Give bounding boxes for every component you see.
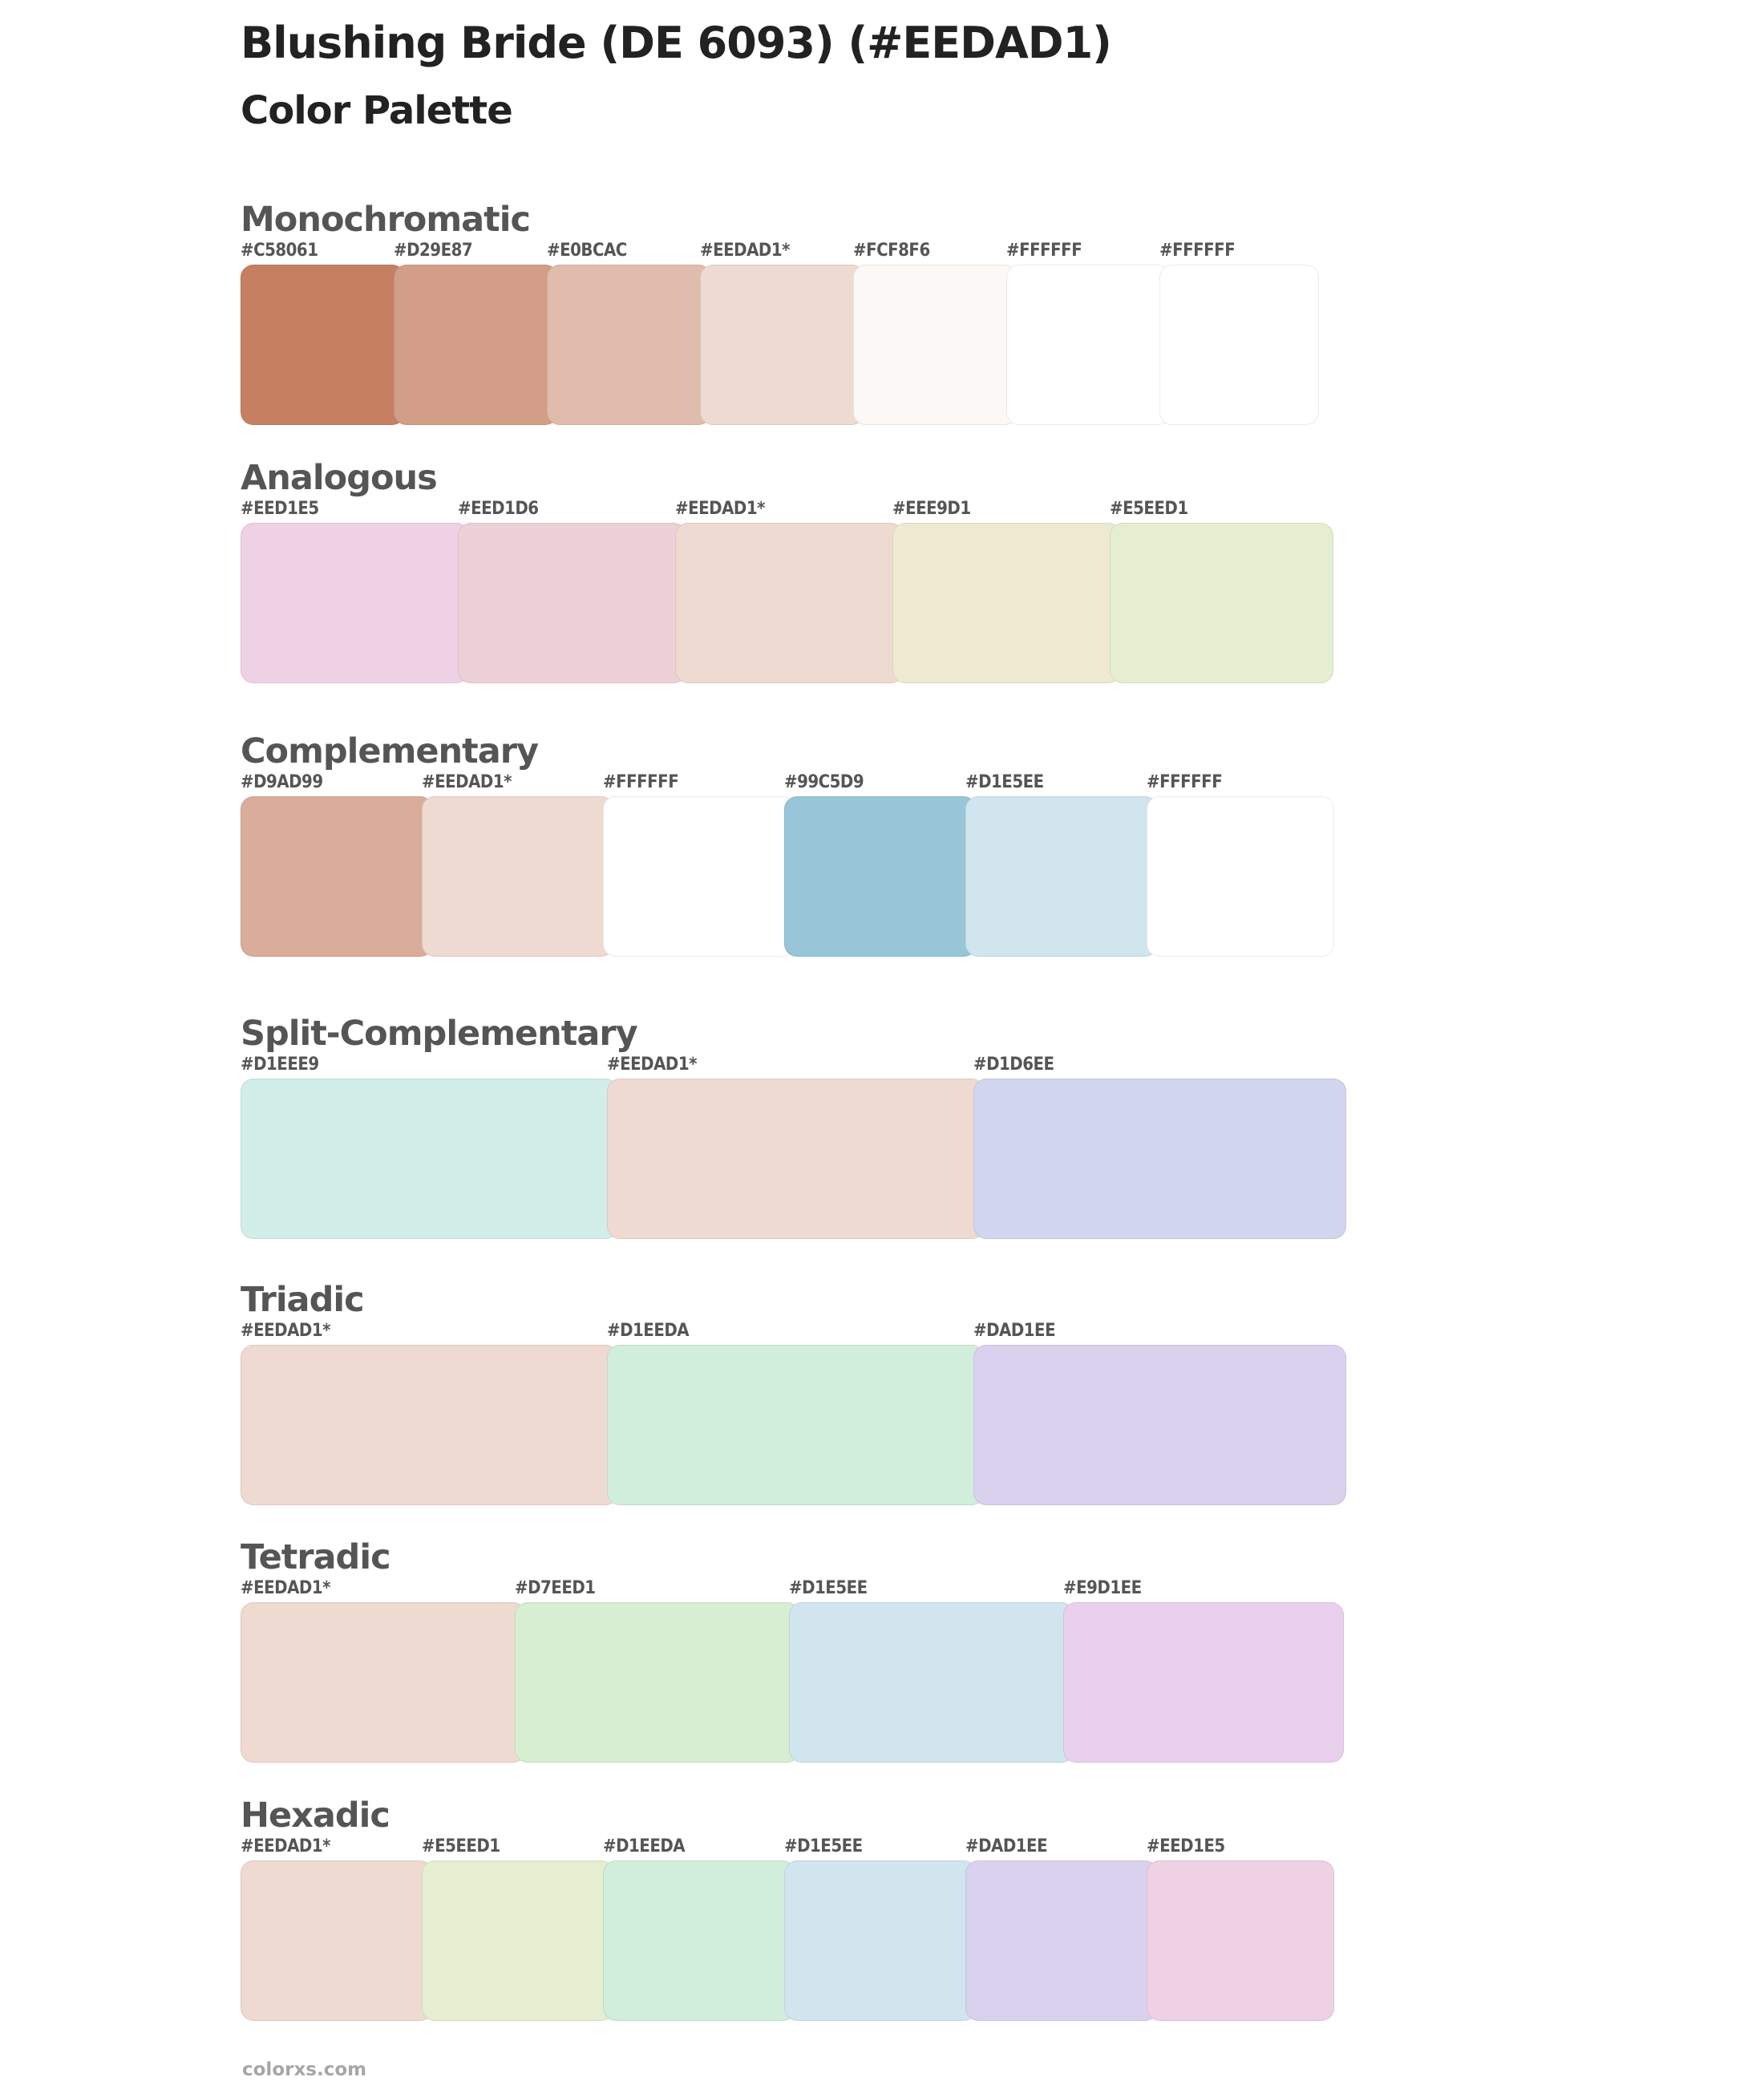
swatch-hex-label[interactable]: #EEE9D1 xyxy=(892,499,971,519)
swatch-hex-label[interactable]: #D1EEDA xyxy=(607,1321,690,1341)
section-heading: Analogous xyxy=(241,458,438,498)
color-swatch[interactable] xyxy=(973,1079,1346,1239)
swatch-row xyxy=(241,523,1333,683)
color-swatch[interactable] xyxy=(892,523,1121,683)
palette-section-hexadic: Hexadic #EEDAD1* #E5EED1 #D1EEDA #D1E5EE #DAD… xyxy=(241,1795,1334,2021)
color-swatch[interactable] xyxy=(700,265,864,425)
color-swatch[interactable] xyxy=(547,265,711,425)
swatch-labels: #EEDAD1* #D7EED1 #D1E5EE #E9D1EE xyxy=(241,1578,1142,1601)
swatch-labels: #EED1E5 #EED1D6 #EEDAD1* #EEE9D1 #E5EED1 xyxy=(241,499,1188,521)
swatch-hex-label[interactable]: #FCF8F6 xyxy=(853,241,930,261)
palette-section-split-complementary: Split-Complementary #D1EEE9 #EEDAD1* #D1D6E… xyxy=(241,1013,1346,1239)
palette-section-analogous: Analogous #EED1E5 #EED1D6 #EEDAD1* #EEE9D1 #E… xyxy=(241,457,1333,683)
swatch-hex-label[interactable]: #EED1E5 xyxy=(1147,1836,1225,1856)
color-swatch[interactable] xyxy=(422,1860,614,2021)
swatch-hex-label[interactable]: #D1EEDA xyxy=(603,1836,686,1856)
footer-site-link[interactable]: colorxs.com xyxy=(242,2059,367,2080)
color-swatch[interactable] xyxy=(607,1345,985,1505)
color-swatch[interactable] xyxy=(241,1602,526,1763)
color-swatch[interactable] xyxy=(965,796,1158,957)
swatch-hex-label[interactable]: #E5EED1 xyxy=(422,1836,500,1856)
palette-section-triadic: Triadic #EEDAD1* #D1EEDA #DAD1EE xyxy=(241,1279,1346,1505)
color-swatch[interactable] xyxy=(422,796,614,957)
swatch-hex-label[interactable]: #D7EED1 xyxy=(515,1578,596,1598)
page-title: Blushing Bride (DE 6093) (#EEDAD1) xyxy=(241,18,1112,68)
swatch-hex-label[interactable]: #D29E87 xyxy=(394,241,473,261)
swatch-row xyxy=(241,265,1319,425)
section-heading: Triadic xyxy=(241,1280,365,1320)
color-swatch[interactable] xyxy=(784,796,977,957)
color-swatch[interactable] xyxy=(784,1860,977,2021)
color-swatch[interactable] xyxy=(1110,523,1333,683)
swatch-labels: #D9AD99 #EEDAD1* #FFFFFF #99C5D9 #D1E5EE #FFF… xyxy=(241,772,1223,795)
color-swatch[interactable] xyxy=(241,1860,433,2021)
color-swatch[interactable] xyxy=(458,523,686,683)
color-swatch[interactable] xyxy=(394,265,558,425)
color-swatch[interactable] xyxy=(1147,796,1334,957)
color-swatch[interactable] xyxy=(789,1602,1074,1763)
color-swatch[interactable] xyxy=(1063,1602,1344,1763)
swatch-hex-label[interactable]: #D1E5EE xyxy=(789,1578,868,1598)
swatch-hex-label[interactable]: #FFFFFF xyxy=(603,772,679,792)
swatch-hex-label[interactable]: #99C5D9 xyxy=(784,772,864,792)
swatch-hex-label[interactable]: #EEDAD1* xyxy=(675,499,765,519)
swatch-row xyxy=(241,1860,1334,2021)
swatch-hex-label[interactable]: #EEDAD1* xyxy=(607,1055,697,1075)
swatch-hex-label[interactable]: #FFFFFF xyxy=(1006,241,1082,261)
color-swatch[interactable] xyxy=(853,265,1018,425)
swatch-hex-label[interactable]: #EEDAD1* xyxy=(422,772,512,792)
swatch-labels: #D1EEE9 #EEDAD1* #D1D6EE xyxy=(241,1055,1054,1077)
color-swatch[interactable] xyxy=(1147,1860,1334,2021)
swatch-hex-label[interactable]: #EEDAD1* xyxy=(700,241,790,261)
palette-section-monochromatic: Monochromatic #C58061 #D29E87 #E0BCAC #EEDAD… xyxy=(241,199,1319,425)
swatch-hex-label[interactable]: #E5EED1 xyxy=(1110,499,1188,519)
swatch-row xyxy=(241,1602,1344,1763)
swatch-hex-label[interactable]: #FFFFFF xyxy=(1159,241,1236,261)
swatch-hex-label[interactable]: #D9AD99 xyxy=(241,772,323,792)
color-swatch[interactable] xyxy=(603,1860,795,2021)
swatch-labels: #EEDAD1* #E5EED1 #D1EEDA #D1E5EE #DAD1EE #EED… xyxy=(241,1836,1225,1859)
section-heading: Tetradic xyxy=(241,1537,391,1577)
swatch-hex-label[interactable]: #EEDAD1* xyxy=(241,1578,330,1598)
swatch-hex-label[interactable]: #EEDAD1* xyxy=(241,1321,330,1341)
swatch-hex-label[interactable]: #EED1D6 xyxy=(458,499,539,519)
color-swatch[interactable] xyxy=(973,1345,1346,1505)
palette-section-complementary: Complementary #D9AD99 #EEDAD1* #FFFFFF #99C5… xyxy=(241,731,1334,957)
color-swatch[interactable] xyxy=(241,1079,618,1239)
section-heading: Monochromatic xyxy=(241,200,531,240)
section-heading: Hexadic xyxy=(241,1796,390,1836)
swatch-labels: #EEDAD1* #D1EEDA #DAD1EE xyxy=(241,1321,1056,1343)
color-swatch[interactable] xyxy=(241,796,433,957)
swatch-hex-label[interactable]: #D1E5EE xyxy=(965,772,1044,792)
swatch-hex-label[interactable]: #C58061 xyxy=(241,241,318,261)
color-swatch[interactable] xyxy=(1159,265,1319,425)
section-heading: Split-Complementary xyxy=(241,1014,638,1054)
color-swatch[interactable] xyxy=(603,796,795,957)
swatch-hex-label[interactable]: #D1D6EE xyxy=(973,1055,1054,1075)
color-swatch[interactable] xyxy=(241,265,405,425)
color-swatch[interactable] xyxy=(241,523,469,683)
swatch-row xyxy=(241,796,1334,957)
swatch-hex-label[interactable]: #DAD1EE xyxy=(973,1321,1056,1341)
swatch-row xyxy=(241,1079,1346,1239)
color-swatch[interactable] xyxy=(965,1860,1158,2021)
swatch-hex-label[interactable]: #D1E5EE xyxy=(784,1836,863,1856)
page-subtitle: Color Palette xyxy=(241,88,513,133)
color-swatch[interactable] xyxy=(1006,265,1171,425)
color-swatch[interactable] xyxy=(675,523,904,683)
swatch-hex-label[interactable]: #FFFFFF xyxy=(1147,772,1223,792)
color-swatch[interactable] xyxy=(607,1079,985,1239)
swatch-labels: #C58061 #D29E87 #E0BCAC #EEDAD1* #FCF8F6 #FFF… xyxy=(241,241,1236,263)
swatch-hex-label[interactable]: #DAD1EE xyxy=(965,1836,1048,1856)
swatch-hex-label[interactable]: #EEDAD1* xyxy=(241,1836,330,1856)
color-swatch[interactable] xyxy=(515,1602,800,1763)
swatch-hex-label[interactable]: #EED1E5 xyxy=(241,499,319,519)
swatch-hex-label[interactable]: #E9D1EE xyxy=(1063,1578,1142,1598)
color-swatch[interactable] xyxy=(241,1345,618,1505)
section-heading: Complementary xyxy=(241,731,539,771)
swatch-hex-label[interactable]: #E0BCAC xyxy=(547,241,627,261)
swatch-hex-label[interactable]: #D1EEE9 xyxy=(241,1055,319,1075)
swatch-row xyxy=(241,1345,1346,1505)
palette-section-tetradic: Tetradic #EEDAD1* #D7EED1 #D1E5EE #E9D1EE xyxy=(241,1536,1344,1763)
